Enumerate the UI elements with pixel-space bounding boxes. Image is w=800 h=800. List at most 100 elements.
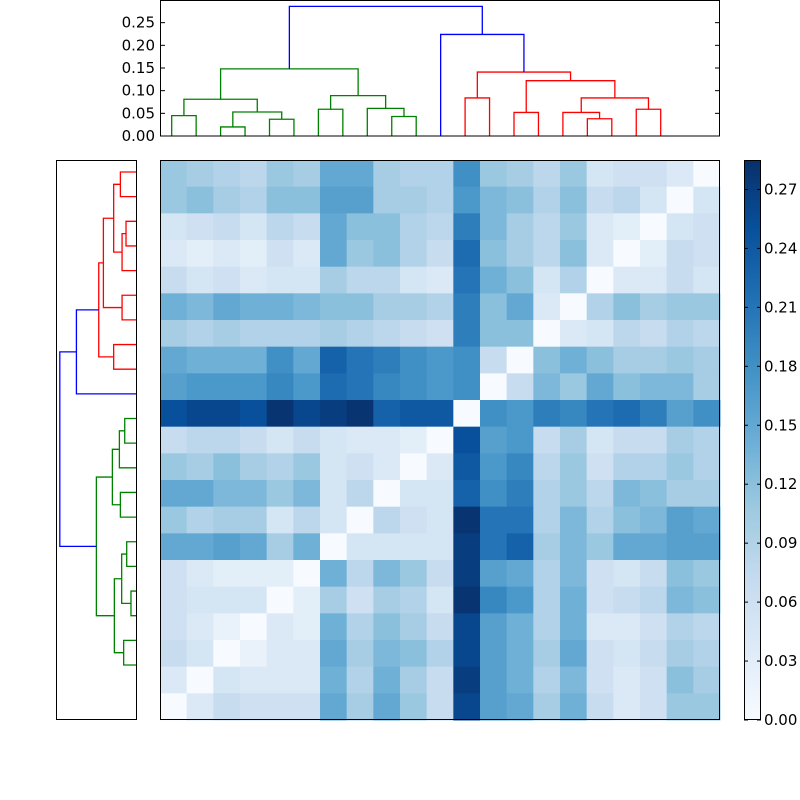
heatmap-cell	[320, 693, 348, 721]
heatmap-cell	[213, 213, 241, 241]
heatmap-cell	[213, 426, 241, 454]
heatmap-cell	[293, 320, 321, 348]
heatmap-cell	[693, 480, 721, 508]
heatmap-cell	[266, 426, 294, 454]
heatmap-cell	[506, 613, 534, 641]
heatmap-cell	[560, 240, 588, 268]
heatmap-cell	[453, 533, 481, 561]
heatmap-cell	[186, 320, 214, 348]
heatmap-cell	[213, 266, 241, 294]
heatmap-cell	[400, 613, 428, 641]
heatmap-cell	[613, 640, 641, 668]
heatmap-cell	[613, 533, 641, 561]
heatmap-cell	[240, 160, 268, 188]
colorbar-tick-label: 0.09	[764, 534, 797, 552]
heatmap-cell	[480, 693, 508, 721]
heatmap-cell	[586, 666, 614, 694]
heatmap-cell	[693, 693, 721, 721]
heatmap-cell	[640, 586, 668, 614]
heatmap-cell	[480, 373, 508, 401]
heatmap-cell	[266, 693, 294, 721]
heatmap-cell	[453, 586, 481, 614]
heatmap-cell	[160, 666, 188, 694]
heatmap-cell	[293, 506, 321, 534]
heatmap-cell	[640, 293, 668, 321]
row-dendrogram-link	[130, 590, 136, 617]
heatmap-cell	[480, 640, 508, 668]
heatmap-cell	[160, 426, 188, 454]
column-dendrogram-link	[219, 126, 246, 136]
heatmap-cell	[506, 666, 534, 694]
heatmap-cell	[346, 533, 374, 561]
heatmap-cell	[586, 266, 614, 294]
heatmap-cell	[293, 293, 321, 321]
heatmap-cell	[533, 160, 561, 188]
heatmap-cell	[373, 560, 401, 588]
heatmap-cell	[666, 426, 694, 454]
heatmap-cell	[453, 240, 481, 268]
heatmap-cell	[186, 160, 214, 188]
heatmap-cell	[586, 346, 614, 374]
heatmap-cell	[453, 640, 481, 668]
heatmap-cell	[266, 320, 294, 348]
heatmap-cell	[186, 666, 214, 694]
heatmap-cell	[160, 693, 188, 721]
heatmap-cell	[613, 213, 641, 241]
heatmap-cell	[506, 346, 534, 374]
heatmap-cell	[186, 560, 214, 588]
heatmap-cell	[666, 560, 694, 588]
heatmap-cell	[560, 453, 588, 481]
heatmap-cell	[426, 693, 454, 721]
colorbar-tick-label: 0.15	[764, 416, 797, 434]
heatmap-cell	[693, 186, 721, 214]
heatmap-cell	[266, 560, 294, 588]
heatmap-cell	[346, 160, 374, 188]
heatmap-cell	[480, 666, 508, 694]
heatmap-cell	[426, 320, 454, 348]
column-dendrogram-link	[476, 71, 572, 98]
heatmap-cell	[693, 266, 721, 294]
heatmap-cell	[453, 266, 481, 294]
heatmap-cell	[666, 160, 694, 188]
heatmap-cell	[186, 186, 214, 214]
heatmap-cell	[293, 560, 321, 588]
heatmap-cell	[480, 453, 508, 481]
heatmap-cell	[240, 613, 268, 641]
heatmap-cell	[240, 266, 268, 294]
heatmap-cell	[213, 160, 241, 188]
heatmap-cell	[533, 186, 561, 214]
heatmap-cell	[533, 453, 561, 481]
heatmap-cell	[240, 186, 268, 214]
heatmap-cell	[453, 400, 481, 428]
heatmap-cell	[453, 693, 481, 721]
heatmap-cell	[213, 640, 241, 668]
heatmap-cell	[560, 506, 588, 534]
row-dendrogram-link	[95, 476, 115, 617]
heatmap-cell	[586, 560, 614, 588]
row-dendrogram-link	[75, 309, 136, 395]
heatmap	[160, 160, 721, 721]
colorbar-tick-label: 0.03	[764, 652, 797, 670]
heatmap-cell	[346, 613, 374, 641]
heatmap-cell	[320, 373, 348, 401]
heatmap-cell	[480, 426, 508, 454]
heatmap-cell	[240, 480, 268, 508]
heatmap-cell	[373, 240, 401, 268]
heatmap-cell	[426, 373, 454, 401]
colorbar-tick-label: 0.06	[764, 593, 797, 611]
heatmap-cell	[213, 400, 241, 428]
heatmap-cell	[160, 400, 188, 428]
heatmap-cell	[373, 586, 401, 614]
heatmap-cell	[613, 426, 641, 454]
heatmap-cell	[693, 640, 721, 668]
heatmap-cell	[560, 560, 588, 588]
row-dendrogram-link	[118, 430, 136, 469]
heatmap-cell	[400, 560, 428, 588]
heatmap-cell	[320, 613, 348, 641]
heatmap-cell	[586, 586, 614, 614]
column-dendrogram-link	[268, 118, 295, 136]
heatmap-cell	[426, 240, 454, 268]
heatmap-cell	[240, 533, 268, 561]
heatmap-cell	[666, 640, 694, 668]
heatmap-cell	[586, 693, 614, 721]
